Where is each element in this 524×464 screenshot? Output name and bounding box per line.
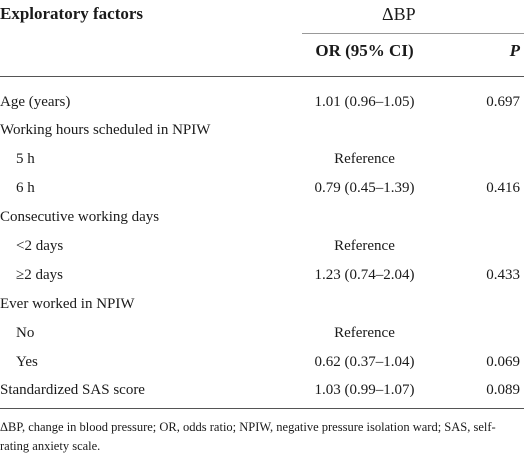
header-or-ci: OR (95% CI)	[315, 41, 414, 60]
row-label: Consecutive working days	[0, 209, 160, 225]
table-row: 5 h Reference	[0, 147, 524, 171]
table-row: Working hours scheduled in NPIW	[0, 118, 524, 142]
table-row: Age (years) 1.01 (0.96–1.05) 0.697	[0, 90, 524, 114]
row-or: Reference	[334, 151, 395, 167]
row-p: 0.433	[486, 267, 520, 283]
group-underline	[302, 33, 524, 34]
row-label: Working hours scheduled in NPIW	[0, 122, 211, 138]
row-label: <2 days	[16, 238, 64, 254]
row-or: Reference	[334, 325, 395, 341]
table-row: Standardized SAS score 1.03 (0.99–1.07) …	[0, 378, 524, 402]
table-row: Ever worked in NPIW	[0, 292, 524, 316]
row-or: 0.79 (0.45–1.39)	[314, 180, 415, 196]
row-label: Standardized SAS score	[0, 382, 145, 398]
table-row: 6 h 0.79 (0.45–1.39) 0.416	[0, 176, 524, 200]
row-p: 0.697	[486, 94, 520, 110]
bottom-rule	[0, 408, 524, 409]
row-or: 0.62 (0.37–1.04)	[314, 354, 415, 370]
table-row: Consecutive working days	[0, 205, 524, 229]
row-label: 6 h	[16, 180, 35, 196]
table-footnote: ΔBP, change in blood pressure; OR, odds …	[0, 420, 496, 453]
header-rule	[0, 76, 524, 77]
row-or: 1.01 (0.96–1.05)	[314, 94, 415, 110]
table-row: No Reference	[0, 321, 524, 345]
row-p: 0.069	[486, 354, 520, 370]
row-or: 1.03 (0.99–1.07)	[314, 382, 415, 398]
table-row: Yes 0.62 (0.37–1.04) 0.069	[0, 350, 524, 374]
row-label: Ever worked in NPIW	[0, 296, 135, 312]
header-delta-bp: ΔBP	[382, 4, 416, 24]
row-label: ≥2 days	[16, 267, 63, 283]
table-row: ≥2 days 1.23 (0.74–2.04) 0.433	[0, 263, 524, 287]
row-label: Age (years)	[0, 94, 71, 110]
header-p-value: P	[509, 41, 520, 60]
row-label: No	[16, 325, 35, 341]
row-label: Yes	[16, 354, 38, 370]
row-p: 0.416	[486, 180, 520, 196]
row-or: Reference	[334, 238, 395, 254]
row-or: 1.23 (0.74–2.04)	[314, 267, 415, 283]
header-exploratory-factors: Exploratory factors	[0, 4, 144, 23]
table-row: <2 days Reference	[0, 234, 524, 258]
row-label: 5 h	[16, 151, 35, 167]
row-p: 0.089	[486, 382, 520, 398]
